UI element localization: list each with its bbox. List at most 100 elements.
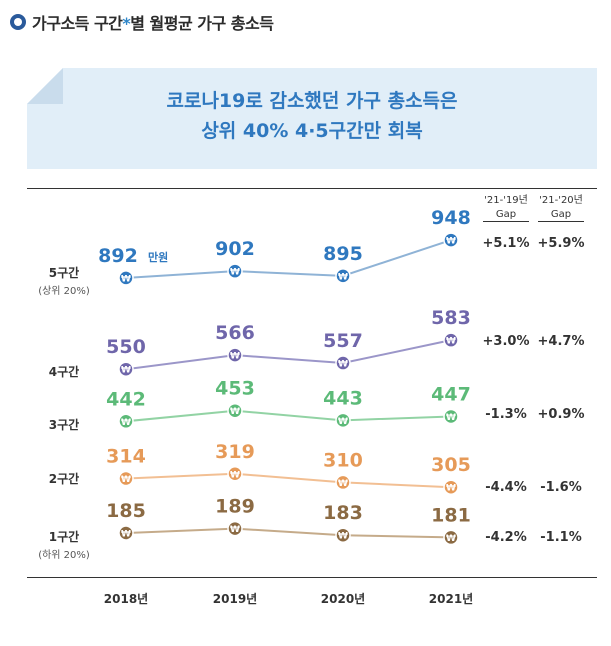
data-label: 305 [431,454,471,476]
gap-header-20: '21-'20년 Gap [538,195,584,222]
svg-text:₩: ₩ [338,532,348,542]
data-label: 183 [323,502,363,524]
summary-line-2: 상위 40% 4·5구간만 회복 [201,120,423,142]
gap-20-value: -1.6% [540,480,582,495]
data-point: ₩ [443,232,459,248]
data-label: 453 [215,378,255,400]
data-label: 314 [106,446,146,468]
svg-text:₩: ₩ [121,366,131,376]
row-sublabel: (상위 20%) [38,286,90,297]
svg-text:₩: ₩ [121,274,131,284]
summary-text: 코로나19로 감소했던 가구 총소득은 상위 40% 4·5구간만 회복 [27,86,597,146]
data-point: ₩ [227,466,243,482]
svg-text:₩: ₩ [121,530,131,540]
data-label: 310 [323,449,363,471]
svg-text:₩: ₩ [338,360,348,370]
svg-text:₩: ₩ [230,470,240,480]
gap-20-value: +4.7% [537,334,585,349]
data-point: ₩ [335,412,351,429]
svg-text:₩: ₩ [230,525,240,535]
data-label: 583 [431,307,471,329]
svg-text:₩: ₩ [338,417,348,427]
data-point: ₩ [227,520,243,537]
series-line-2 [125,339,452,371]
summary-line-1: 코로나19로 감소했던 가구 총소득은 [166,90,458,112]
x-tick-label: 2019년 [212,592,258,606]
gap-19-value: +3.0% [482,334,530,349]
row-label: 5구간 (상위 20%) [34,264,94,297]
gap-20-value: +0.9% [537,407,585,422]
x-tick-label: 2020년 [320,592,366,606]
row-label: 4구간 [48,365,80,379]
data-point: ₩ [443,529,459,546]
svg-text:₩: ₩ [338,479,348,489]
data-point: ₩ [118,361,134,377]
data-point: ₩ [335,268,351,284]
data-point: ₩ [227,347,243,363]
svg-text:₩: ₩ [446,237,456,247]
gap-19-value: -1.3% [485,407,527,422]
svg-text:₩: ₩ [446,413,456,423]
data-label: 189 [215,496,255,518]
data-point: ₩ [443,408,459,425]
data-point: ₩ [118,270,134,286]
series-line-1 [125,239,452,279]
series-line-4 [125,472,452,489]
svg-text:₩: ₩ [121,475,131,485]
row-label: 3구간 [48,418,80,432]
svg-text:₩: ₩ [338,272,348,282]
data-label: 902 [215,238,255,260]
data-label: 442 [106,388,146,410]
data-label: 948 [431,207,471,229]
data-label: 892 [98,245,138,267]
data-point: ₩ [335,527,351,543]
svg-text:₩: ₩ [230,407,240,417]
x-tick-label: 2018년 [103,592,149,606]
gap-20-value: +5.9% [537,236,585,251]
data-point: ₩ [443,332,459,348]
x-tick-label: 2021년 [428,592,474,606]
data-label: 895 [323,243,363,265]
data-point: ₩ [118,470,134,487]
top-rule [27,188,597,189]
data-label: 443 [323,387,363,409]
data-label: 319 [215,441,255,463]
bottom-rule [27,577,597,578]
data-label: 185 [106,500,146,522]
data-point: ₩ [118,413,134,430]
svg-text:₩: ₩ [446,337,456,347]
data-point: ₩ [335,474,351,491]
svg-text:₩: ₩ [230,268,240,278]
data-point: ₩ [118,525,134,541]
unit-label: 만원 [148,250,168,264]
row-sublabel: (하위 20%) [38,550,90,561]
data-label: 557 [323,330,363,352]
chart-title: 가구소득 구간*별 월평균 가구 총소득 [32,14,274,33]
row-label: 1구간 (하위 20%) [34,528,94,561]
svg-text:₩: ₩ [446,534,456,544]
data-point: ₩ [443,479,459,495]
banner-fold-shadow [27,68,63,104]
data-label: 566 [215,322,255,344]
bullet-icon [10,14,26,30]
data-point: ₩ [227,263,243,279]
gap-19-value: -4.2% [485,530,527,545]
gap-header-19: '21-'19년 Gap [483,195,529,222]
svg-text:₩: ₩ [121,418,131,428]
series-line-5 [125,527,452,539]
gap-20-value: -1.1% [540,530,582,545]
chart-header: 가구소득 구간*별 월평균 가구 총소득 [10,8,274,36]
data-label: 550 [106,336,146,358]
summary-banner [27,68,597,169]
data-point: ₩ [335,355,351,371]
row-label: 2구간 [48,472,80,486]
gap-19-value: -4.4% [485,480,527,495]
svg-text:₩: ₩ [446,484,456,494]
data-label: 447 [431,383,471,405]
data-point: ₩ [227,402,243,419]
svg-text:₩: ₩ [230,352,240,362]
gap-19-value: +5.1% [482,236,530,251]
data-label: 181 [431,504,471,526]
series-line-3 [125,409,452,423]
